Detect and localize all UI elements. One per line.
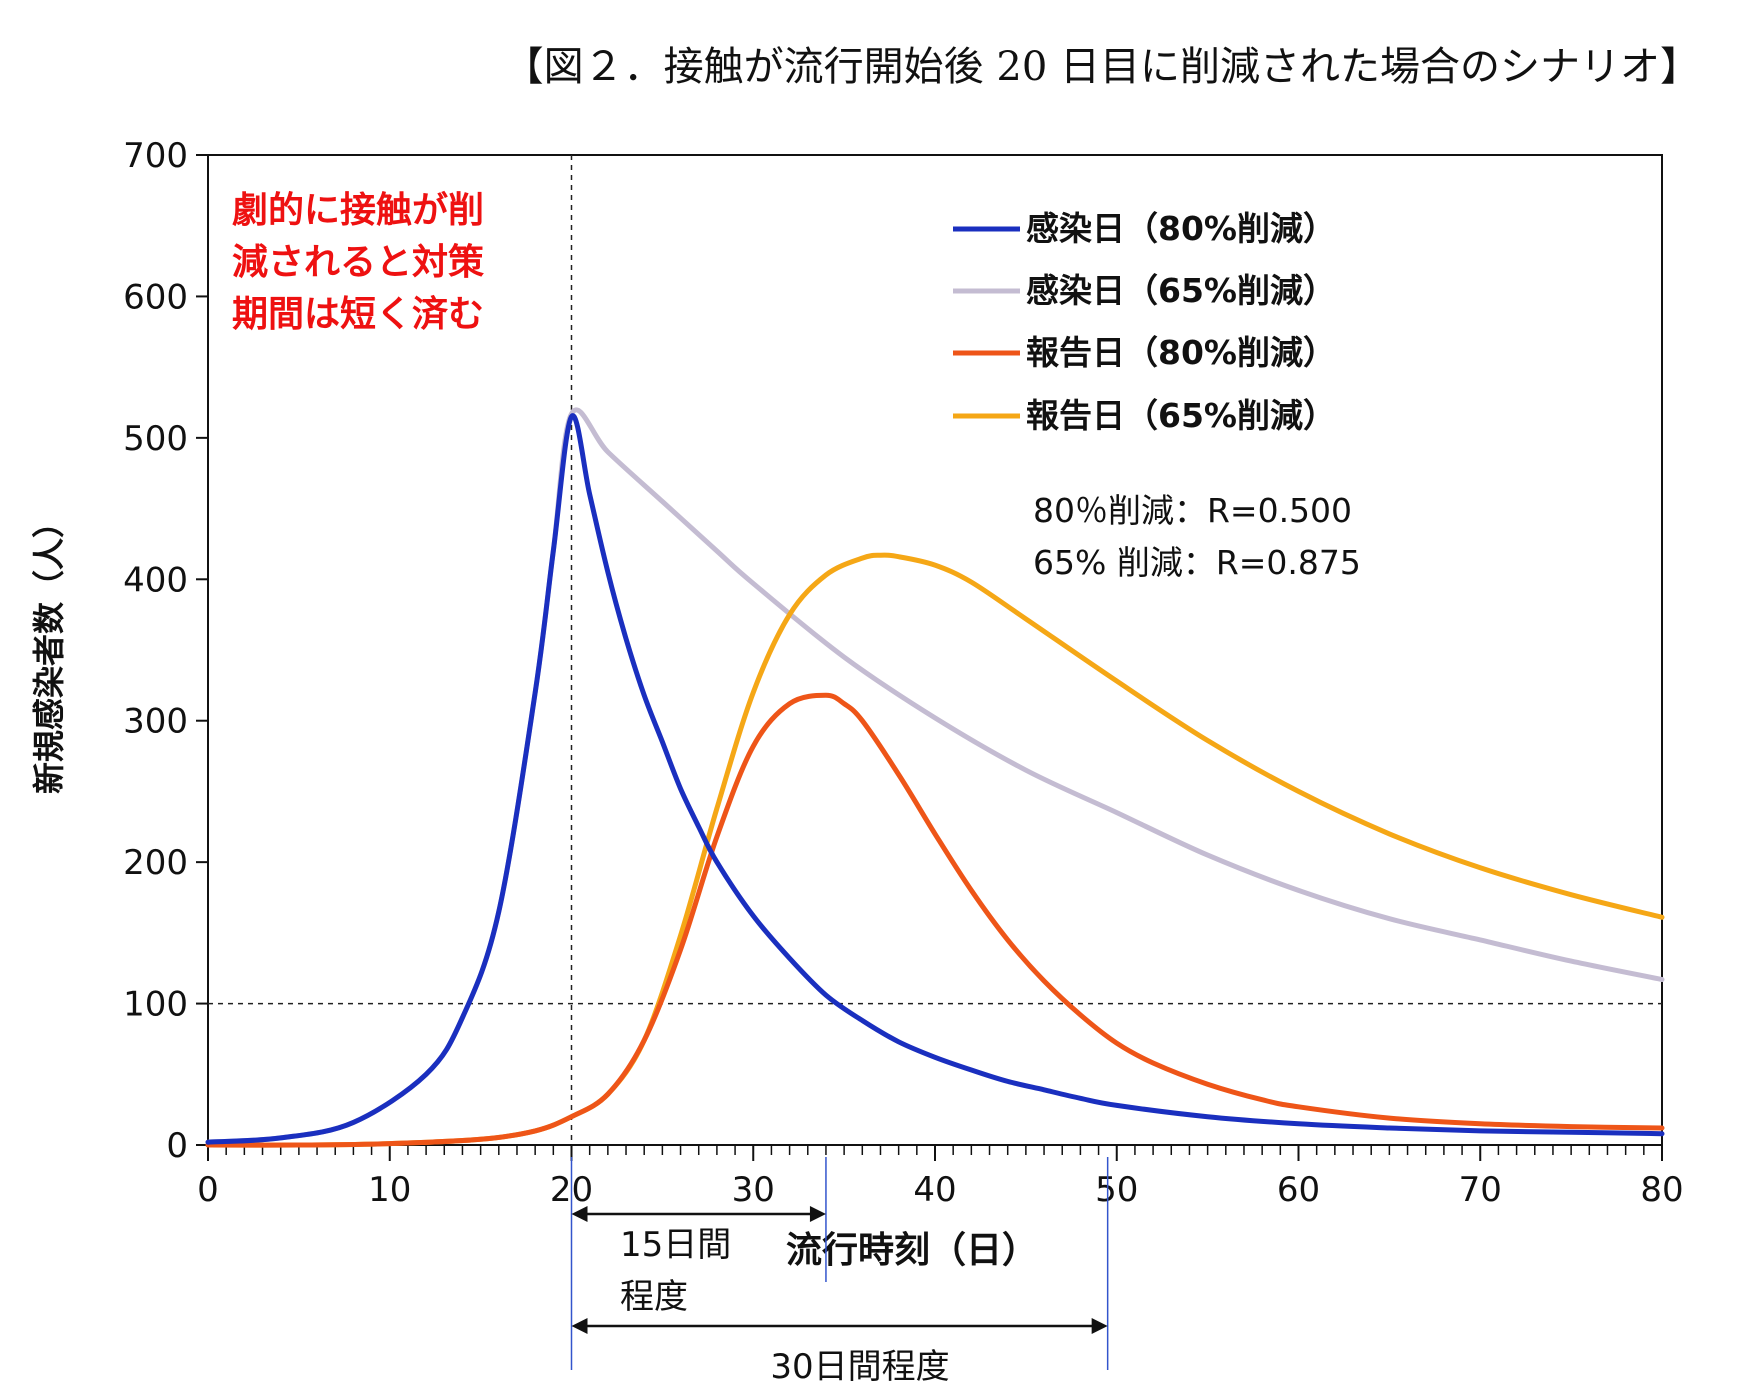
series-line-1	[205, 413, 1665, 1145]
legend: 感染日（80%削減） 感染日（65%削減） 報告日（80%削減） 報告日（65%削減）	[953, 209, 1336, 435]
y-tick-label: 0	[166, 1126, 188, 1166]
legend-label: 感染日（65%削減）	[1026, 271, 1336, 310]
chart-title: 【図２．接触が流行開始後 20 日目に削減された場合のシナリオ】	[504, 44, 1700, 90]
y-tick-label: 100	[123, 985, 188, 1025]
y-tick-label: 400	[123, 560, 188, 600]
bracket-short-label: 15日間	[620, 1225, 731, 1265]
r-value-line: 80％削減：R=0.500	[1033, 491, 1352, 530]
bracket-short-arrow-head-right	[809, 1206, 826, 1222]
y-tick-label: 700	[123, 136, 188, 176]
r-value-line: 65% 削減：R=0.875	[1033, 543, 1361, 582]
bracket-long-arrow-head-left	[571, 1318, 588, 1334]
y-tick-label: 500	[123, 419, 188, 459]
series-line-2	[205, 407, 1665, 1145]
legend-label: 報告日（80%削減）	[1026, 333, 1336, 372]
y-axis-label: 新規感染者数（人）	[30, 506, 68, 794]
note-text-line: 劇的に接触が削	[232, 190, 484, 231]
note-text-line: 減されると対策	[232, 242, 484, 283]
x-tick-label: 50	[1095, 1170, 1138, 1210]
y-tick-label: 600	[123, 277, 188, 317]
bracket-long-arrow-head-right	[1091, 1318, 1108, 1334]
bracket-long-label: 30日間程度	[770, 1347, 949, 1386]
y-tick-label: 300	[123, 702, 188, 742]
bracket-short-label: 程度	[620, 1277, 688, 1317]
series-layer	[205, 407, 1665, 1148]
x-tick-label: 40	[913, 1170, 956, 1210]
x-tick-label: 70	[1459, 1170, 1502, 1210]
note-text-line: 期間は短く済む	[232, 294, 484, 335]
bracket-short-arrow-head-left	[571, 1206, 588, 1222]
y-tick-label: 200	[123, 843, 188, 883]
x-tick-label: 80	[1640, 1170, 1683, 1210]
series-line-3	[205, 692, 1665, 1148]
legend-label: 報告日（65%削減）	[1026, 396, 1336, 435]
x-tick-label: 10	[368, 1170, 411, 1210]
x-tick-label: 60	[1277, 1170, 1320, 1210]
x-axis-label: 流行時刻（日）	[786, 1230, 1038, 1271]
reference-lines	[208, 155, 1662, 1145]
x-tick-label: 30	[732, 1170, 775, 1210]
x-tick-label: 0	[197, 1170, 219, 1210]
legend-label: 感染日（80%削減）	[1026, 209, 1336, 248]
